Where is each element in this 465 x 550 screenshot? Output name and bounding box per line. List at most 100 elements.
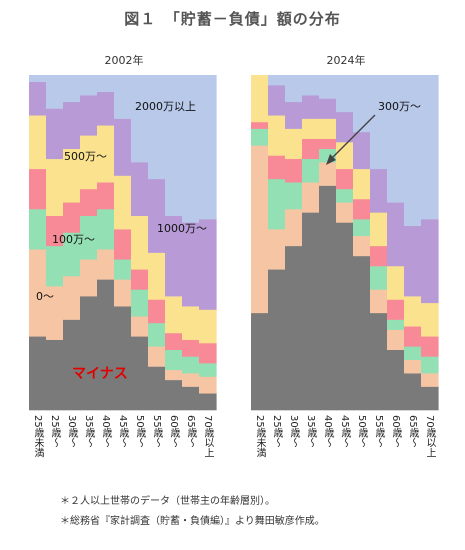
band-300man-1-8: [387, 299, 405, 320]
x-tick-1-3: 35歳～: [305, 415, 317, 448]
band-100man-0-1: [46, 245, 64, 287]
x-tick-1-9: 65歳～: [407, 415, 419, 448]
band-zero-0-4: [97, 249, 115, 280]
band-label-0-4: 0～: [36, 290, 54, 303]
band-zero-0-2: [63, 276, 81, 320]
band-300man-0-6: [131, 269, 149, 290]
x-tick-0-0: 25歳未満: [32, 415, 44, 459]
band-zero-1-8: [387, 329, 405, 350]
band-minus-1-0: [251, 312, 269, 411]
band-300man-1-7: [370, 245, 388, 267]
band-label-1-0: 300万～: [378, 100, 421, 113]
band-2000man-1-5: [336, 75, 354, 113]
band-100man-1-3: [302, 158, 320, 183]
arrow-line-300man: [329, 114, 376, 161]
x-tick-1-0: 25歳未満: [254, 415, 266, 459]
band-500man-0-8: [165, 296, 183, 334]
band-300man-1-10: [421, 336, 439, 357]
band-zero-1-5: [336, 202, 354, 223]
band-300man-1-5: [336, 168, 354, 190]
band-2000man-1-2: [285, 75, 303, 103]
band-zero-1-1: [268, 229, 286, 270]
band-100man-1-9: [404, 346, 422, 361]
x-tick-1-1: 25歳～: [271, 415, 283, 448]
band-1000man-1-1: [268, 85, 286, 116]
band-label-0-3: 100万～: [52, 233, 95, 246]
band-500man-0-3: [80, 135, 98, 190]
band-1000man-0-3: [80, 95, 98, 136]
band-100man-0-8: [165, 349, 183, 371]
band-2000man-0-8: [165, 75, 183, 216]
band-1000man-1-9: [404, 225, 422, 297]
band-2000man-1-7: [370, 75, 388, 170]
band-zero-1-3: [302, 182, 320, 213]
band-1000man-0-4: [97, 91, 115, 126]
band-2000man-0-1: [46, 75, 64, 109]
note-data-source-type: ＊２人以上世帯のデータ（世帯主の年齢層別）。: [60, 496, 275, 507]
band-300man-1-2: [285, 158, 303, 183]
x-tick-1-4: 40歳～: [322, 415, 334, 448]
band-100man-0-4: [97, 209, 115, 250]
band-100man-0-5: [114, 259, 132, 280]
band-1000man-1-10: [421, 219, 439, 304]
band-300man-0-1: [46, 215, 64, 247]
band-minus-1-7: [370, 312, 388, 411]
band-minus-1-1: [268, 269, 286, 411]
band-label-0-5: マイナス: [72, 366, 128, 382]
x-tick-0-8: 60歳～: [168, 415, 180, 448]
x-tick-0-4: 40歳～: [100, 415, 112, 448]
band-zero-0-5: [114, 279, 132, 307]
band-500man-1-4: [319, 118, 337, 139]
band-500man-0-7: [148, 252, 166, 300]
panel-title-2024: 2024年: [326, 54, 366, 67]
band-1000man-0-2: [63, 101, 81, 149]
x-tick-0-2: 30歳～: [66, 415, 78, 448]
band-label-0-2: 500万～: [64, 150, 107, 163]
band-zero-1-4: [319, 162, 337, 186]
band-300man-1-9: [404, 326, 422, 347]
band-2000man-0-7: [148, 75, 166, 180]
band-minus-0-5: [114, 306, 132, 411]
band-2000man-1-10: [421, 75, 439, 220]
band-minus-0-2: [63, 319, 81, 411]
arrow-head-300man: [326, 154, 336, 165]
band-100man-0-2: [63, 232, 81, 277]
band-minus-1-8: [387, 349, 405, 411]
band-2000man-1-1: [268, 75, 286, 86]
band-100man-1-2: [285, 182, 303, 210]
band-minus-1-4: [319, 185, 337, 411]
band-2000man-0-4: [97, 75, 115, 93]
band-500man-0-4: [97, 125, 115, 183]
band-2000man-0-2: [63, 75, 81, 103]
band-500man-0-0: [29, 115, 47, 170]
x-tick-0-10: 70歳以上: [202, 415, 214, 458]
band-label-0-1: 1000万～: [157, 222, 207, 235]
band-100man-0-0: [29, 209, 47, 250]
band-500man-1-2: [285, 128, 303, 160]
x-tick-0-7: 55歳～: [151, 415, 163, 448]
band-2000man-1-3: [302, 75, 320, 96]
band-zero-1-0: [251, 145, 269, 314]
band-1000man-1-8: [387, 202, 405, 267]
band-minus-0-3: [80, 296, 98, 411]
band-zero-1-7: [370, 289, 388, 314]
band-500man-1-7: [370, 212, 388, 247]
band-2000man-0-5: [114, 75, 132, 119]
band-100man-0-7: [148, 322, 166, 347]
band-2000man-1-9: [404, 75, 422, 227]
band-500man-0-1: [46, 158, 64, 216]
band-300man-0-10: [199, 343, 217, 364]
band-1000man-1-3: [302, 95, 320, 119]
band-1000man-1-2: [285, 101, 303, 129]
x-tick-1-5: 45歳～: [339, 415, 351, 448]
band-500man-1-6: [353, 168, 371, 200]
band-zero-0-9: [182, 373, 200, 387]
band-500man-0-9: [182, 306, 200, 340]
band-minus-1-3: [302, 212, 320, 411]
band-2000man-0-9: [182, 75, 200, 223]
panel-title-2002: 2002年: [104, 54, 144, 67]
band-300man-0-5: [114, 229, 132, 260]
band-2000man-1-4: [319, 75, 337, 99]
band-minus-0-1: [46, 339, 64, 411]
